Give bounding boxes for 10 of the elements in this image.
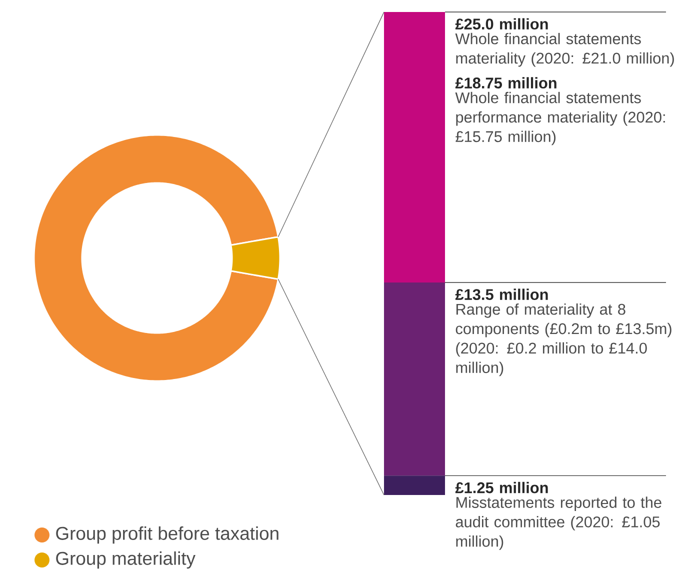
ref-line-label: £1.25 million [455, 482, 548, 494]
legend-label: Group materiality [56, 551, 196, 569]
text: £18.75 million [455, 77, 556, 88]
ref-line-label: £13.5 million [455, 288, 548, 300]
text: Range of materiality at 8 components (£0.2m to £13.5m) (2020: £0.2 million to £14.0 million) [456, 303, 672, 376]
text: Whole financial statements materiality (2020: £21.0 million) [455, 32, 674, 67]
text: Whole financial statements performance materiality (2020: £15.75 million) [455, 92, 665, 146]
ref-line-label: £25.0 million [455, 18, 548, 30]
legend-label: Group profit before taxation [56, 526, 278, 544]
text: Misstatements reported to the audit committee (2020: £1.05 million) [456, 496, 662, 550]
